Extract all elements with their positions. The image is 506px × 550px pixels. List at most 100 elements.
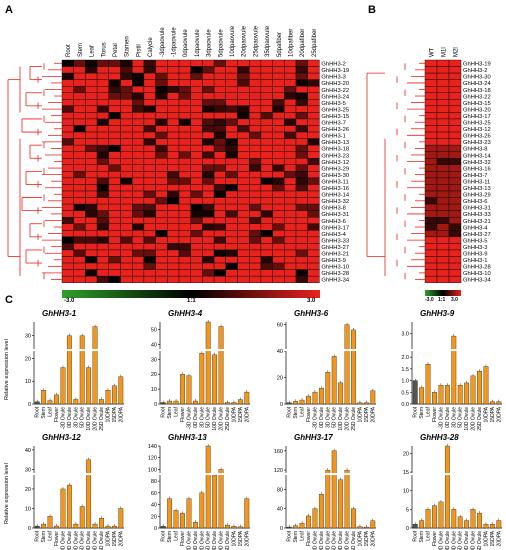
heatmap-a-cell bbox=[97, 126, 109, 133]
heatmap-a-cell bbox=[132, 106, 144, 113]
x-tick-label: 20D Ovule bbox=[471, 531, 477, 550]
heatmap-a-cell bbox=[202, 67, 214, 74]
heatmap-a-cell bbox=[62, 243, 74, 250]
heatmap-b-row-label: GhHH3-29 bbox=[463, 193, 491, 199]
x-tick-label: 15DPA bbox=[112, 406, 118, 422]
x-tick-label: 10D Ovule bbox=[86, 531, 92, 550]
x-tick-label: 25D Ovule bbox=[351, 531, 357, 550]
bar bbox=[426, 364, 431, 404]
heatmap-a-cell bbox=[249, 211, 261, 218]
heatmap-b-cell bbox=[425, 67, 437, 74]
heatmap-a-cell bbox=[202, 171, 214, 178]
x-tick-label: 15DPA bbox=[364, 530, 370, 546]
heatmap-a-cell bbox=[62, 184, 74, 191]
heatmap-b-cell bbox=[425, 191, 437, 198]
heatmap-a-cell bbox=[261, 99, 273, 106]
heatmap-a-cell bbox=[296, 184, 308, 191]
heatmap-a-cell bbox=[179, 230, 191, 237]
heatmap-b-cell bbox=[449, 198, 461, 205]
heatmap-b-cell bbox=[437, 250, 449, 257]
heatmap-a-cell bbox=[62, 198, 74, 205]
heatmap-a-cell bbox=[121, 60, 133, 67]
heatmap-a-cell bbox=[121, 119, 133, 126]
heatmap-a-cell bbox=[284, 145, 296, 152]
heatmap-a-cell bbox=[109, 191, 121, 198]
heatmap-a-cell bbox=[308, 198, 320, 205]
bar bbox=[93, 327, 98, 404]
heatmap-b-row-label: GhHH3-3 bbox=[463, 245, 487, 251]
heatmap-a-cell bbox=[249, 67, 261, 74]
heatmap-a-cell bbox=[249, 119, 261, 126]
heatmap-a-cell bbox=[179, 178, 191, 185]
heatmap-a-cell bbox=[261, 184, 273, 191]
heatmap-a-cell bbox=[62, 230, 74, 237]
heatmap-a-cell bbox=[132, 184, 144, 191]
heatmap-b-cell bbox=[425, 230, 437, 237]
heatmap-a-row-label: GhHH3-9 bbox=[321, 258, 345, 264]
bar bbox=[345, 470, 350, 528]
heatmap-a-cell bbox=[109, 250, 121, 257]
y-tick-label: 0 bbox=[406, 526, 409, 532]
heatmap-a-cell bbox=[214, 139, 226, 146]
heatmap-b-cell bbox=[437, 126, 449, 133]
heatmap-a-cell bbox=[261, 224, 273, 231]
x-tick-label: 0D Ovule bbox=[445, 531, 451, 550]
heatmap-a-cell bbox=[85, 211, 97, 218]
heatmap-b-row-label: GhHH3-24 bbox=[463, 81, 491, 87]
heatmap-a-cell bbox=[121, 191, 133, 198]
heatmap-a-cell bbox=[226, 263, 238, 270]
heatmap-a-cell bbox=[226, 60, 238, 67]
heatmap-b-cell bbox=[425, 60, 437, 67]
heatmap-a-cell bbox=[109, 230, 121, 237]
heatmap-a-cell bbox=[226, 171, 238, 178]
heatmap-a-cell bbox=[249, 86, 261, 93]
heatmap-a-cell bbox=[85, 171, 97, 178]
heatmap-a-cell bbox=[121, 152, 133, 159]
heatmap-a-cell bbox=[179, 93, 191, 100]
axis-break bbox=[157, 349, 243, 351]
bar bbox=[225, 525, 230, 528]
y-tick-label: 20 bbox=[403, 451, 409, 457]
bar bbox=[93, 524, 98, 528]
heatmap-a-cell bbox=[226, 224, 238, 231]
x-tick-label: 20DPA bbox=[118, 406, 124, 422]
x-tick-label: Leaf bbox=[300, 530, 306, 540]
x-tick-label: 10DPA bbox=[105, 406, 111, 422]
bar bbox=[432, 506, 437, 528]
heatmap-a-cell bbox=[179, 217, 191, 224]
heatmap-a-cell bbox=[308, 112, 320, 119]
heatmap-a-row-label: GhHH3-20 bbox=[321, 81, 349, 87]
heatmap-a-cell bbox=[179, 139, 191, 146]
bar-chart-ghhh3-13: GhHH3-13 0 20 40 60 80 100 120 140 Root Stem Leaf Fl… bbox=[148, 433, 250, 550]
heatmap-b-col-label: M1l bbox=[441, 47, 447, 57]
heatmap-a-cell bbox=[308, 93, 320, 100]
heatmap-a-cell bbox=[132, 126, 144, 133]
heatmap-a-cell bbox=[191, 119, 203, 126]
heatmap-a-cell bbox=[97, 178, 109, 185]
heatmap-a-cell bbox=[238, 60, 250, 67]
heatmap-a-cell bbox=[261, 126, 273, 133]
bar bbox=[351, 509, 356, 528]
heatmap-a-cell bbox=[261, 263, 273, 270]
heatmap-a-cell bbox=[74, 119, 86, 126]
heatmap-a-cell bbox=[121, 250, 133, 257]
heatmap-a-cell bbox=[74, 263, 86, 270]
heatmap-a-cell bbox=[132, 67, 144, 74]
heatmap-a-cell bbox=[156, 73, 168, 80]
heatmap-a-cell bbox=[191, 126, 203, 133]
x-tick-label: 5D Ovule bbox=[206, 531, 212, 550]
heatmap-b-row-label: GhHH3-15 bbox=[463, 101, 491, 107]
heatmap-a-row-label: GhHH3-2 bbox=[321, 62, 345, 68]
y-tick-label: 20 bbox=[25, 356, 31, 362]
heatmap-a-cell bbox=[167, 263, 179, 270]
chart-title: GhHH3-13 bbox=[168, 433, 207, 442]
heatmap-a-cell bbox=[261, 152, 273, 159]
y-tick-label: 100 bbox=[148, 467, 157, 473]
bar bbox=[371, 521, 376, 528]
x-tick-label: 15DPA bbox=[238, 406, 244, 422]
y-tick-label: 20 bbox=[151, 514, 157, 520]
heatmap-a-cell bbox=[238, 184, 250, 191]
heatmap-a-cell bbox=[226, 230, 238, 237]
heatmap-a-cell bbox=[97, 73, 109, 80]
x-tick-label: 20D Ovule bbox=[219, 407, 225, 431]
